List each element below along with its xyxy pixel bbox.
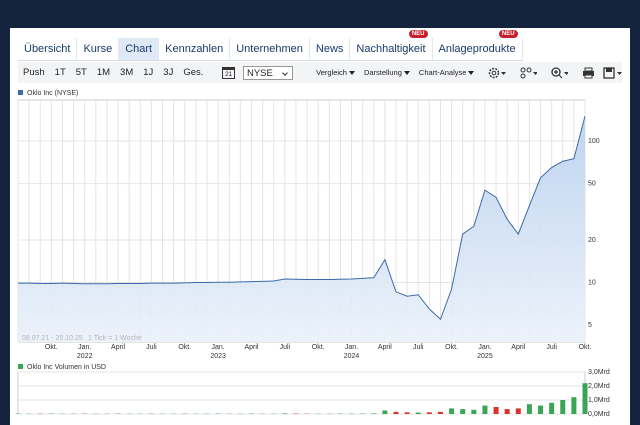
bar [426,412,432,414]
save-icon[interactable] [603,66,622,79]
tab[interactable]: Übersicht [18,38,78,60]
bar [460,409,466,414]
x-tick-label: Okt. [45,344,58,351]
badge: NEU [408,30,428,38]
zoom-icon[interactable] [551,66,569,79]
x-tick-label: Juli [280,344,291,351]
range-button[interactable]: 1M [96,67,111,78]
x-tick-label: April [378,344,392,351]
y-tick-label: 0,0Mrd [588,411,610,418]
bar [393,411,399,414]
x-tick-label: Jan. 2023 [210,344,226,360]
bar [582,383,588,414]
tools-icon[interactable] [520,67,537,79]
menu-button[interactable]: Darstellung [364,68,410,77]
bar [560,400,566,414]
x-tick-label: April [511,344,525,351]
legend-swatch [18,90,23,95]
range-button[interactable]: 3J [163,67,174,78]
tab[interactable]: News [310,38,351,60]
x-tick-label: Jan. 2025 [477,344,493,360]
x-tick-label: Juli [546,344,557,351]
tab[interactable]: Chart [119,38,160,60]
menu-button[interactable]: Vergleich [316,68,355,77]
tab[interactable]: Kennzahlen [159,38,231,60]
bar [493,407,499,414]
range-button[interactable]: 3M [120,67,134,78]
x-tick-label: Jan. 2024 [344,344,360,360]
range-button[interactable]: 1J [143,67,154,78]
tab[interactable]: Nachhaltigkeit NEU [350,30,433,60]
x-tick-label: April [111,344,125,351]
menus: Vergleich Darstellung Chart-Analyse [307,68,474,77]
exchange-select[interactable]: NYSE [242,65,294,80]
bar [482,405,488,414]
x-tick-label: Okt. [178,344,191,351]
menu-button[interactable]: Chart-Analyse [419,68,475,77]
y-tick-label: 20 [588,237,596,244]
y-tick-label: 50 [588,180,596,187]
bar [504,409,510,414]
print-icon[interactable] [582,67,595,79]
plot-area [17,371,586,415]
y-tick-label: 1,0Mrd [588,397,610,404]
y-tick-label: 100 [588,138,600,145]
range-note: 08.07.21 - 20.10.25 [22,335,83,342]
bar [382,410,388,414]
x-tick-label: Juli [146,344,157,351]
bar [515,408,521,414]
tick-note: 1 Tick = 1 Woche [88,335,142,342]
y-tick-label: 10 [588,279,596,286]
badge: NEU [498,30,518,38]
tab[interactable]: Kurse [77,38,120,60]
tab[interactable]: Unternehmen [230,38,310,60]
y-tick-label: 2,0Mrd [588,383,610,390]
bar [571,397,577,414]
x-tick-label: Okt. [579,344,592,351]
legend-label: Oklo Inc Volumen in USD [27,364,106,371]
bar [449,408,455,414]
legend-label: Oklo Inc (NYSE) [27,90,78,97]
bar [526,404,532,414]
toolbar: Push 1T 5T 1M 3M 1J 3J Ges. 21 NYSE Vergleich Da… [18,62,622,83]
x-tick-label: Jan. 2022 [77,344,93,360]
bar [437,411,443,414]
calendar-button[interactable]: 21 [222,66,235,79]
range-button[interactable]: Push [23,67,45,78]
bar [282,413,288,414]
x-tick-label: Okt. [445,344,458,351]
x-tick-label: Juli [413,344,424,351]
y-tick-label: 5 [588,322,592,329]
settings-icon[interactable] [488,67,506,79]
range-button[interactable]: Ges. [183,67,204,78]
bar [404,412,410,414]
range-buttons: Push 1T 5T 1M 3M 1J 3J Ges. [18,67,208,78]
bar [471,409,477,414]
line [18,115,586,321]
area [18,116,585,342]
range-button[interactable]: 1T [54,67,66,78]
x-tick-label: Okt. [312,344,325,351]
tab[interactable]: Anlageprodukte NEU [433,30,523,60]
x-tick-label: April [244,344,258,351]
bar [415,412,421,414]
legend-swatch [18,364,23,369]
y-tick-label: 3,0Mrd [588,369,610,376]
bar [549,402,555,414]
range-button[interactable]: 5T [75,67,87,78]
tab-bar: Übersicht Kurse Chart Kennzahlen Unternehmen… [18,30,523,61]
bar [538,405,544,414]
bar [371,413,377,414]
